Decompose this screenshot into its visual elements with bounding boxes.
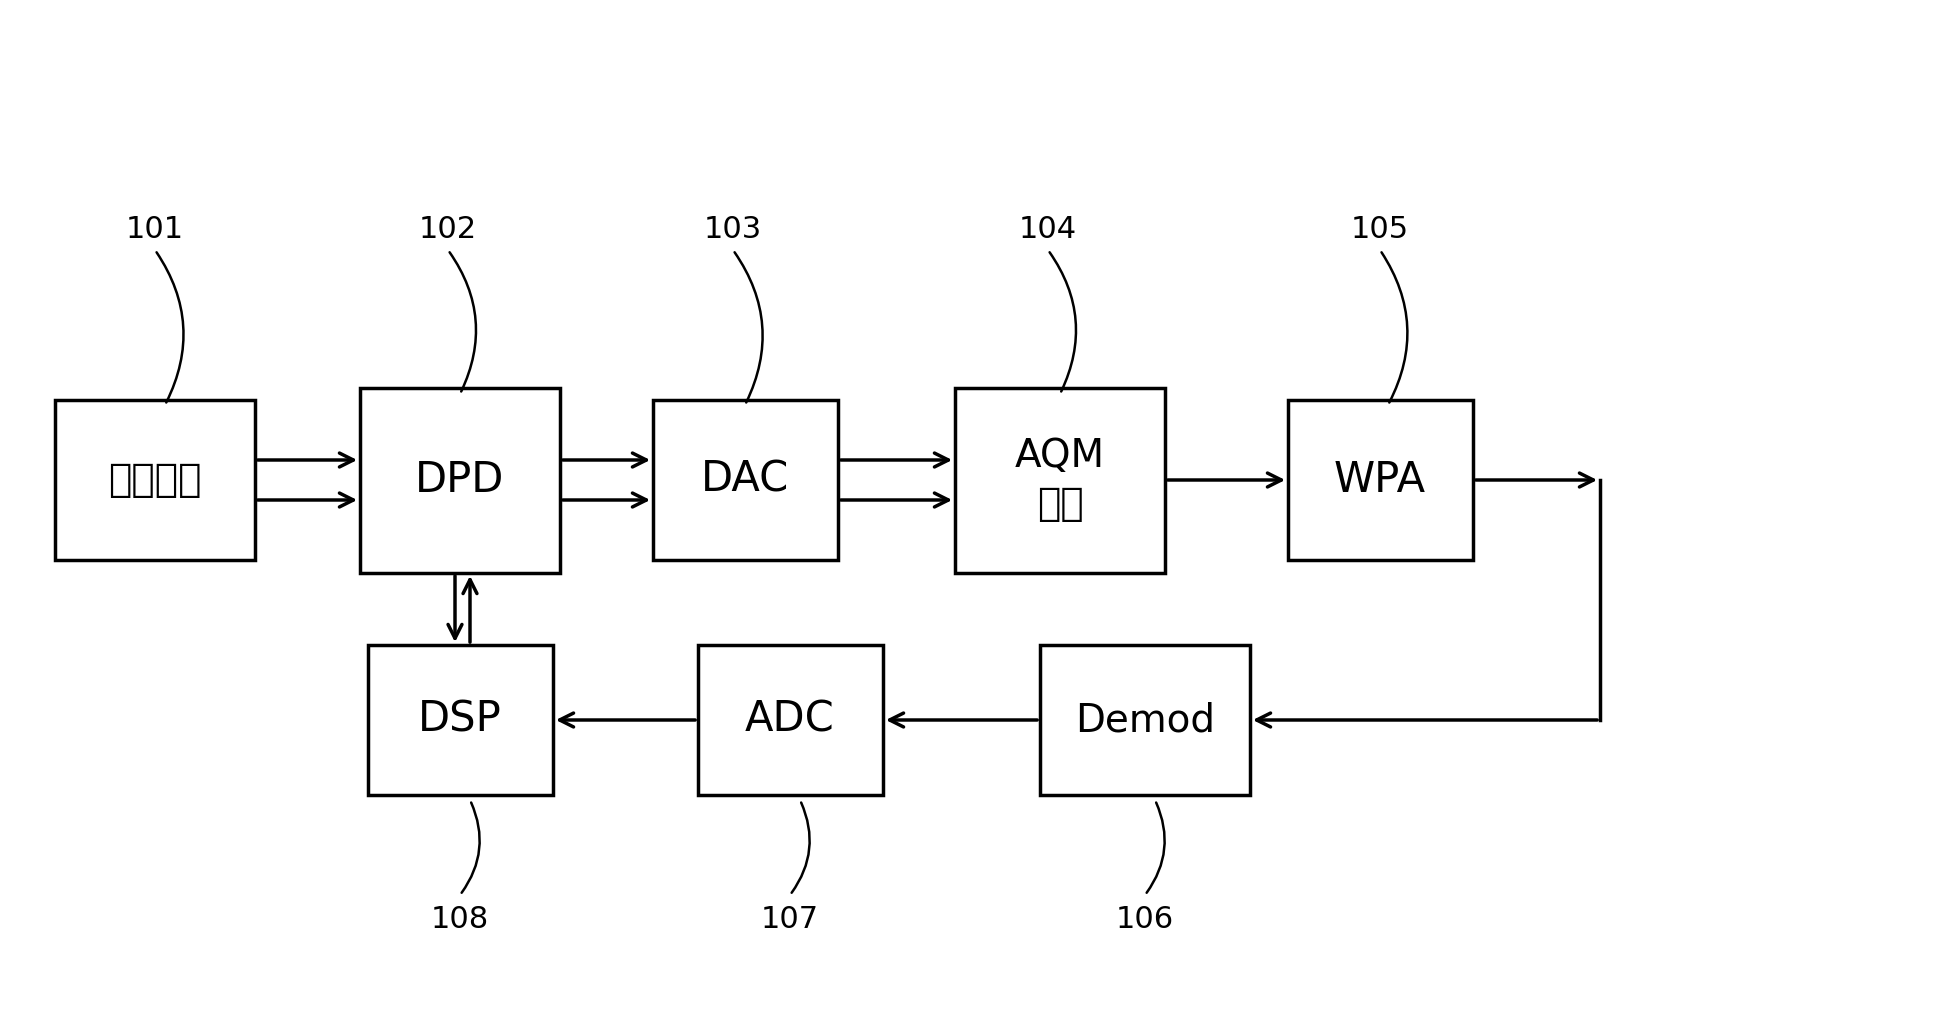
Text: AQM
器件: AQM 器件 xyxy=(1016,437,1105,522)
Text: 102: 102 xyxy=(419,215,478,245)
Text: 104: 104 xyxy=(1020,215,1078,245)
Bar xyxy=(367,645,553,795)
Text: 108: 108 xyxy=(431,905,489,935)
Text: DSP: DSP xyxy=(418,699,501,741)
Bar xyxy=(359,387,559,572)
Text: 105: 105 xyxy=(1352,215,1410,245)
Bar xyxy=(653,400,837,560)
Text: DPD: DPD xyxy=(416,459,505,501)
Bar xyxy=(1288,400,1472,560)
Bar xyxy=(1041,645,1251,795)
Text: Demod: Demod xyxy=(1076,701,1216,739)
Text: 107: 107 xyxy=(761,905,820,935)
Text: WPA: WPA xyxy=(1334,459,1425,501)
Text: 101: 101 xyxy=(126,215,184,245)
Text: 基带信号: 基带信号 xyxy=(109,461,202,499)
Bar xyxy=(54,400,254,560)
Bar xyxy=(697,645,882,795)
Text: 103: 103 xyxy=(703,215,761,245)
Text: ADC: ADC xyxy=(746,699,835,741)
Bar xyxy=(955,387,1165,572)
Text: 106: 106 xyxy=(1117,905,1175,935)
Text: DAC: DAC xyxy=(701,459,788,501)
